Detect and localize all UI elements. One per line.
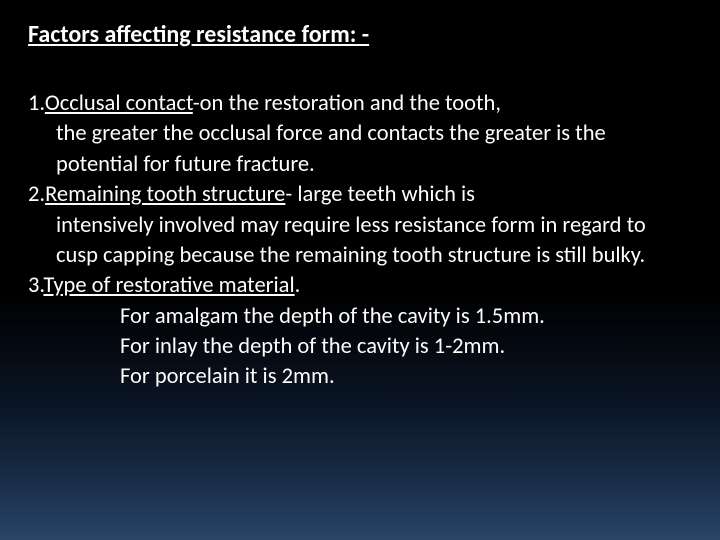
sub-item: For inlay the depth of the cavity is 1-2… xyxy=(28,332,692,362)
item-tail: . xyxy=(295,272,301,299)
item-number: 1. xyxy=(28,90,45,117)
item-body-text: the greater the occlusal force and conta… xyxy=(28,119,692,180)
sub-item: For porcelain it is 2mm. xyxy=(28,362,692,392)
item-heading: Occlusal contact xyxy=(45,90,193,117)
item-number: 3. xyxy=(28,272,43,299)
list-item: 2.Remaining tooth structure- large teeth… xyxy=(28,180,692,271)
sub-item: For amalgam the depth of the cavity is 1… xyxy=(28,302,692,332)
item-number: 2. xyxy=(28,181,45,208)
item-tail: -on the restoration and the tooth, xyxy=(193,90,501,117)
item-tail: - large teeth which is xyxy=(285,181,475,208)
item-heading: Type of restorative material xyxy=(43,272,294,299)
slide-title: Factors affecting resistance form: - xyxy=(28,20,692,49)
item-heading: Remaining tooth structure xyxy=(45,181,285,208)
list-item: 1.Occlusal contact-on the restoration an… xyxy=(28,89,692,180)
slide-body: 1.Occlusal contact-on the restoration an… xyxy=(28,89,692,393)
list-item: 3.Type of restorative material. For amal… xyxy=(28,271,692,393)
item-body-text: intensively involved may require less re… xyxy=(28,211,692,272)
slide: Factors affecting resistance form: - 1.O… xyxy=(0,0,720,540)
